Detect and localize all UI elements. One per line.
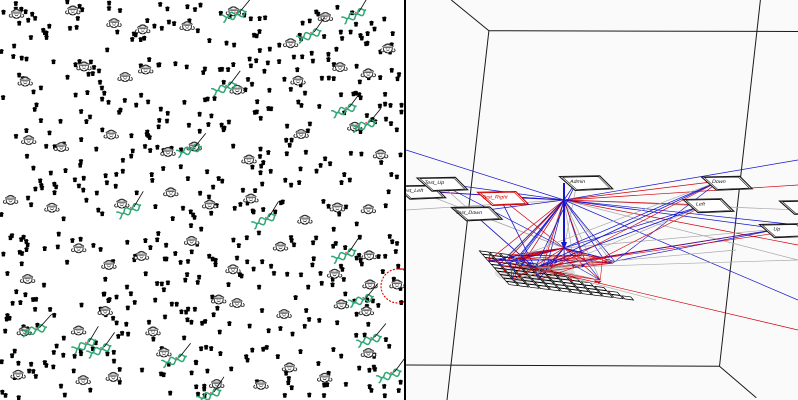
svg-text:Test_Up: Test_Up bbox=[424, 180, 445, 186]
svg-text:Test_Left: Test_Left bbox=[406, 188, 424, 194]
svg-text:Admin: Admin bbox=[569, 179, 586, 185]
svg-text:Down: Down bbox=[711, 179, 726, 185]
svg-text:Test_Right: Test_Right bbox=[481, 195, 508, 201]
svg-text:Test_Down: Test_Down bbox=[455, 210, 483, 216]
